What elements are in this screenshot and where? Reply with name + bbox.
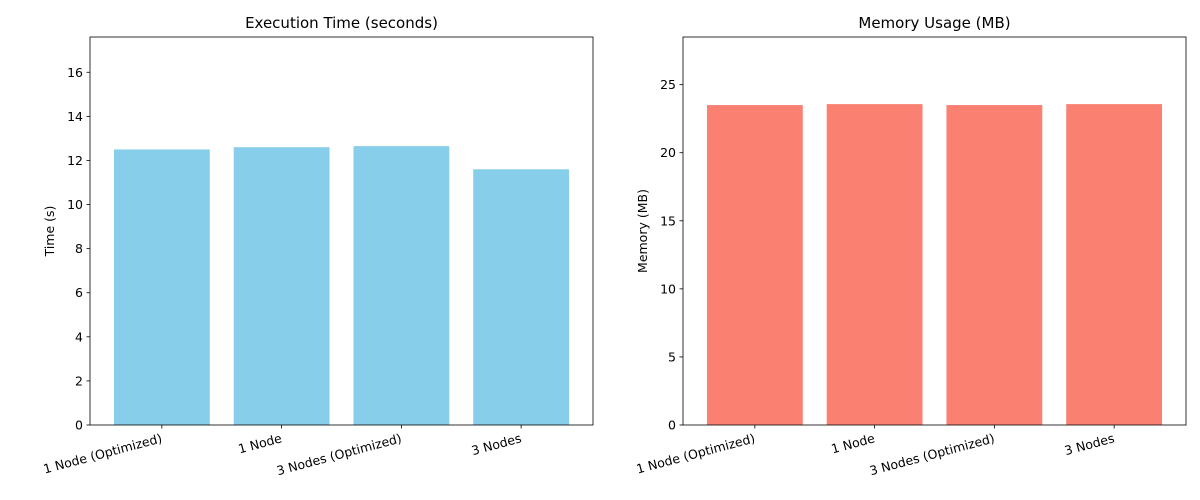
bar-3 — [946, 105, 1043, 425]
x-tick-label: 1 Node — [829, 430, 876, 456]
x-tick-label: 3 Nodes — [470, 430, 523, 458]
bar-4 — [473, 169, 570, 425]
x-tick-label: 1 Node — [236, 430, 283, 456]
axes-frame — [89, 36, 594, 426]
bar-4 — [1066, 104, 1163, 426]
y-tick-label: 2 — [75, 373, 83, 388]
bar-2 — [826, 104, 923, 426]
y-tick-label: 25 — [660, 77, 676, 92]
x-tick-label: 1 Node (Optimized) — [635, 430, 757, 476]
axes-frame — [682, 36, 1187, 426]
y-tick-label: 5 — [668, 349, 676, 364]
y-tick-label: 6 — [75, 285, 83, 300]
y-tick-label: 12 — [67, 153, 83, 168]
y-tick-label: 10 — [67, 197, 83, 212]
bar-3 — [353, 146, 450, 425]
y-tick-label: 0 — [668, 418, 676, 433]
x-tick-label: 3 Nodes (Optimized) — [275, 430, 403, 478]
chart-title: Execution Time (seconds) — [245, 14, 438, 32]
x-tick-label: 1 Node (Optimized) — [42, 430, 164, 476]
y-tick-label: 15 — [660, 213, 676, 228]
y-tick-label: 16 — [67, 65, 83, 80]
x-tick-label: 3 Nodes — [1063, 430, 1116, 458]
y-tick-label: 10 — [660, 281, 676, 296]
y-axis-label: Time (s) — [42, 206, 57, 258]
y-tick-label: 0 — [75, 418, 83, 433]
bar-1 — [113, 149, 210, 425]
y-tick-label: 4 — [75, 329, 83, 344]
x-tick-label: 3 Nodes (Optimized) — [868, 430, 996, 478]
bar-2 — [233, 147, 330, 425]
y-tick-label: 20 — [660, 145, 676, 160]
y-tick-label: 14 — [67, 109, 83, 124]
chart-title: Memory Usage (MB) — [858, 14, 1010, 32]
bar-1 — [706, 105, 803, 425]
y-axis-label: Memory (MB) — [635, 189, 650, 273]
y-tick-label: 8 — [75, 241, 83, 256]
